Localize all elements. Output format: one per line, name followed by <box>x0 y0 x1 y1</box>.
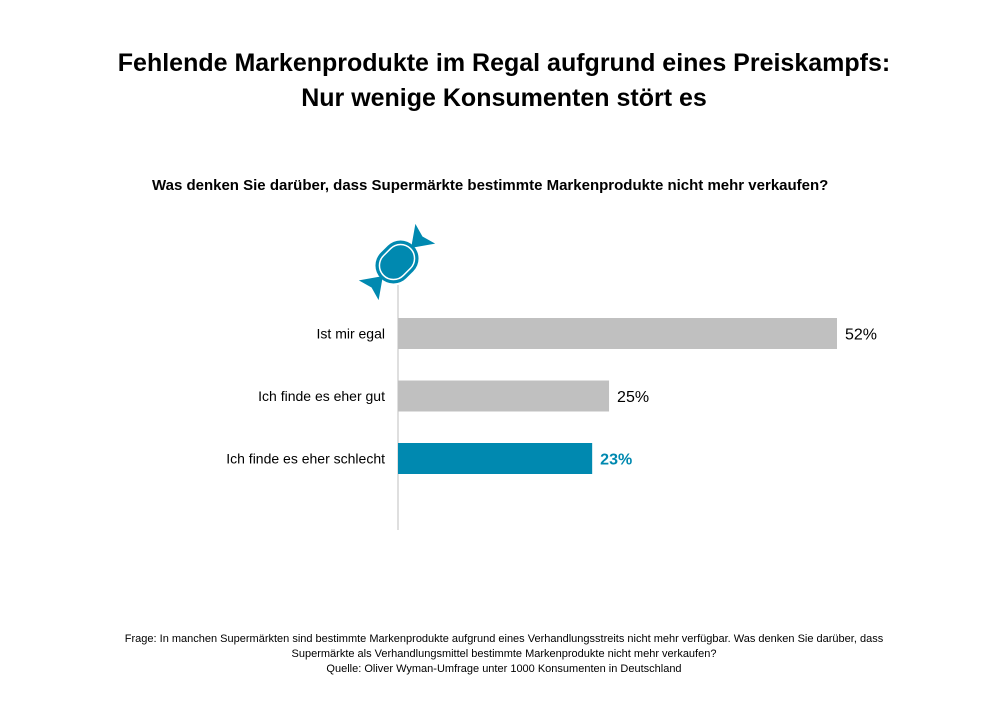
candy-icon <box>358 223 436 301</box>
title-line-2: Nur wenige Konsumenten stört es <box>301 84 707 112</box>
value-label-3: 23% <box>600 452 632 469</box>
bars-group: Ist mir egal 52% Ich finde es eher gut 25% I… <box>226 318 877 474</box>
survey-question: Was denken Sie darüber, dass Supermärkte… <box>152 177 829 194</box>
bar-1 <box>398 318 837 349</box>
chart-title: Fehlende Markenprodukte im Regal aufgrun… <box>0 46 1008 116</box>
title-line-1: Fehlende Markenprodukte im Regal aufgrun… <box>117 49 891 77</box>
bar-2 <box>398 380 610 412</box>
footnote-question-line-1: Frage: In manchen Supermärkten sind best… <box>124 633 884 645</box>
category-label-1: Ist mir egal <box>317 326 385 342</box>
category-label-3: Ich finde es eher schlecht <box>226 451 385 467</box>
footnote: Frage: In manchen Supermärkten sind best… <box>20 632 988 677</box>
category-label-2: Ich finde es eher gut <box>258 388 385 404</box>
value-label-1: 52% <box>845 327 877 344</box>
value-label-2: 25% <box>617 389 649 406</box>
bar-3 <box>398 443 593 474</box>
footnote-source: Quelle: Oliver Wyman-Umfrage unter 1000 … <box>326 663 682 675</box>
footnote-question-line-2: Supermärkte als Verhandlungsmittel besti… <box>291 648 717 660</box>
